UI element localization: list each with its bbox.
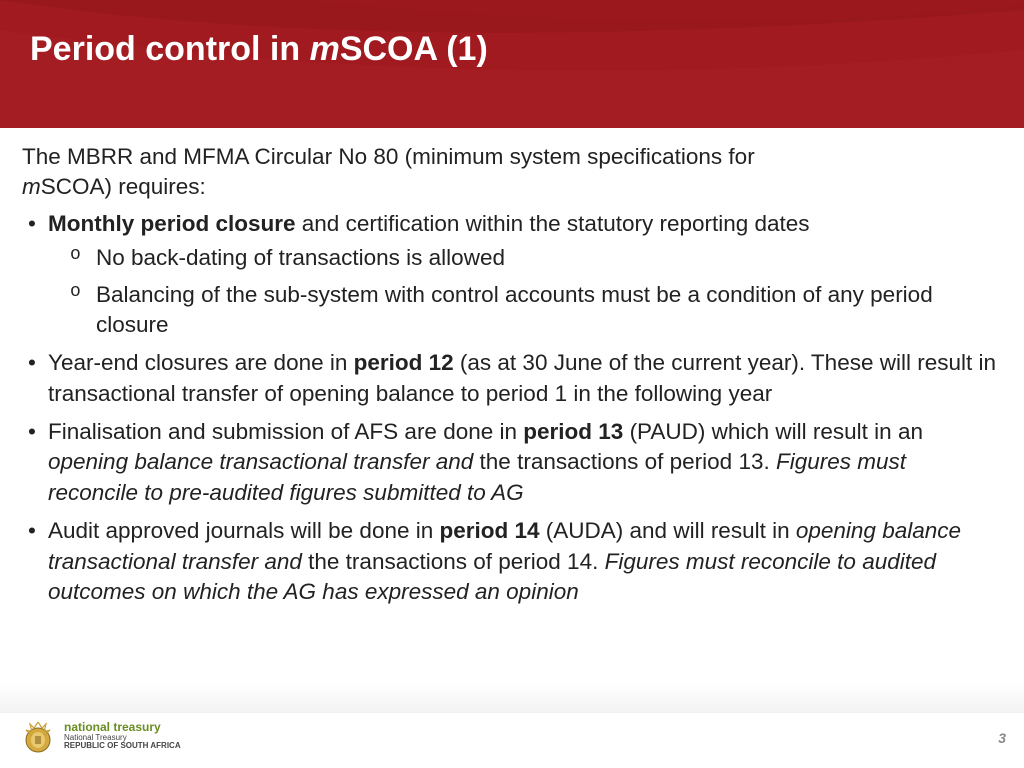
intro-text: The MBRR and MFMA Circular No 80 (minimu… (22, 142, 1002, 203)
sub-bullet-2: Balancing of the sub-system with control… (96, 280, 1002, 341)
bullet-1: Monthly period closure and certification… (48, 209, 1002, 341)
slide-header: Period control in mSCOA (1) (0, 0, 1024, 128)
page-number: 3 (998, 730, 1006, 746)
slide-title: Period control in mSCOA (1) (30, 30, 488, 69)
coat-of-arms-icon (18, 716, 58, 756)
slide-content: The MBRR and MFMA Circular No 80 (minimu… (0, 128, 1024, 607)
slide-footer: national treasury National Treasury REPU… (0, 708, 1024, 768)
bullet-2: Year-end closures are done in period 12 … (48, 348, 1002, 409)
treasury-logo: national treasury National Treasury REPU… (18, 716, 181, 756)
logo-text: national treasury National Treasury REPU… (64, 721, 181, 750)
sub-bullet-1: No back-dating of transactions is allowe… (96, 243, 1002, 273)
bullet-list: Monthly period closure and certification… (22, 209, 1002, 608)
bullet-1-sublist: No back-dating of transactions is allowe… (48, 243, 1002, 340)
bullet-3: Finalisation and submission of AFS are d… (48, 417, 1002, 508)
bullet-4: Audit approved journals will be done in … (48, 516, 1002, 607)
